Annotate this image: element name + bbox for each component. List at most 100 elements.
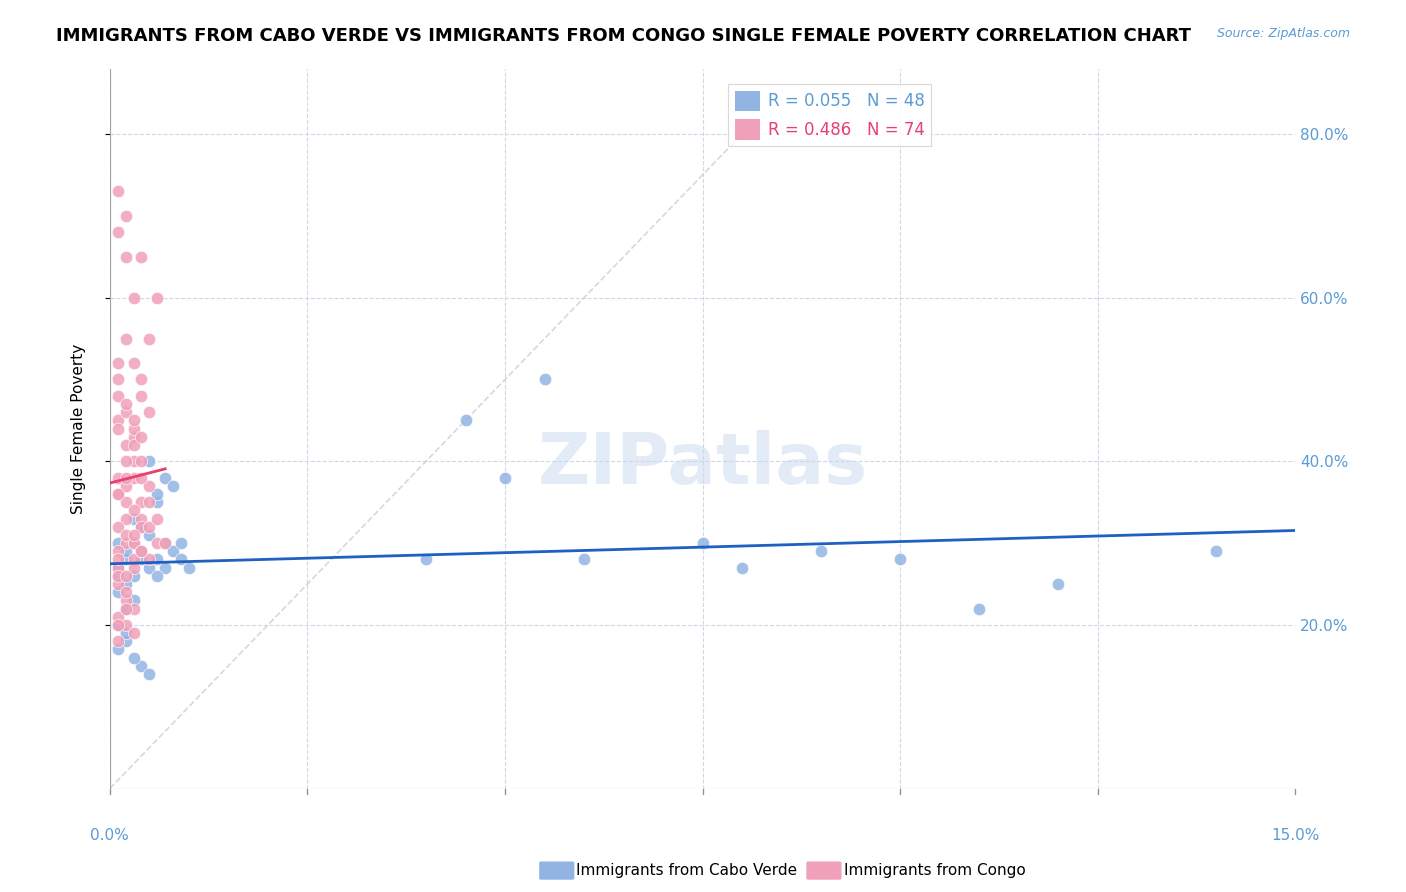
Point [114, 479, 136, 493]
Point [114, 470, 136, 484]
Point [122, 536, 145, 550]
Point [122, 626, 145, 640]
Point [107, 618, 129, 632]
Point [131, 372, 153, 386]
Point [138, 667, 160, 681]
Point [107, 642, 129, 657]
Point [138, 454, 160, 468]
Point [162, 544, 184, 558]
Point [107, 552, 129, 566]
Point [107, 487, 129, 501]
Text: 0.0%: 0.0% [90, 828, 129, 843]
Point [107, 413, 129, 427]
Point [114, 577, 136, 591]
Point [131, 519, 153, 533]
Point [114, 552, 136, 566]
Point [1047, 577, 1070, 591]
Point [131, 544, 153, 558]
Point [122, 528, 145, 542]
Point [122, 569, 145, 583]
Point [107, 609, 129, 624]
Point [114, 634, 136, 648]
Point [138, 495, 160, 509]
Point [114, 601, 136, 615]
Text: ZIPatlas: ZIPatlas [537, 430, 868, 499]
Point [692, 536, 714, 550]
Point [138, 519, 160, 533]
Point [415, 552, 437, 566]
Point [146, 552, 169, 566]
Point [107, 618, 129, 632]
Text: Immigrants from Congo: Immigrants from Congo [844, 863, 1025, 878]
Point [114, 454, 136, 468]
Point [114, 397, 136, 411]
Point [114, 626, 136, 640]
Point [138, 552, 160, 566]
Text: Immigrants from Cabo Verde: Immigrants from Cabo Verde [576, 863, 797, 878]
Point [114, 495, 136, 509]
Point [107, 389, 129, 403]
Point [107, 577, 129, 591]
Point [122, 438, 145, 452]
Point [107, 356, 129, 370]
Point [170, 552, 193, 566]
Point [494, 470, 516, 484]
Point [131, 454, 153, 468]
Point [107, 544, 129, 558]
Text: 15.0%: 15.0% [1271, 828, 1320, 843]
Legend: R = 0.055   N = 48, R = 0.486   N = 74: R = 0.055 N = 48, R = 0.486 N = 74 [728, 84, 931, 146]
Point [107, 372, 129, 386]
Point [122, 413, 145, 427]
Point [153, 560, 176, 574]
Point [131, 519, 153, 533]
Point [122, 454, 145, 468]
Point [122, 356, 145, 370]
Point [122, 421, 145, 435]
Point [114, 332, 136, 346]
Point [122, 552, 145, 566]
Point [153, 536, 176, 550]
Point [122, 601, 145, 615]
Point [107, 421, 129, 435]
Point [122, 503, 145, 517]
Point [162, 479, 184, 493]
Point [131, 658, 153, 673]
Point [138, 405, 160, 419]
Point [131, 470, 153, 484]
Point [107, 585, 129, 599]
Point [107, 560, 129, 574]
Point [107, 536, 129, 550]
Point [969, 601, 991, 615]
Point [131, 389, 153, 403]
Point [731, 560, 754, 574]
Point [153, 536, 176, 550]
Point [131, 552, 153, 566]
Point [138, 560, 160, 574]
Point [114, 536, 136, 550]
Point [170, 536, 193, 550]
Point [114, 544, 136, 558]
Point [572, 552, 595, 566]
Point [114, 528, 136, 542]
Point [114, 569, 136, 583]
Point [138, 528, 160, 542]
Point [122, 430, 145, 444]
Point [146, 569, 169, 583]
Point [114, 593, 136, 607]
Point [107, 569, 129, 583]
Point [146, 536, 169, 550]
Point [810, 544, 832, 558]
Point [107, 560, 129, 574]
Point [131, 430, 153, 444]
Point [533, 372, 555, 386]
Point [122, 650, 145, 665]
Point [114, 618, 136, 632]
Point [138, 479, 160, 493]
Point [131, 495, 153, 509]
Point [114, 511, 136, 525]
Point [177, 560, 200, 574]
Point [146, 511, 169, 525]
Point [114, 585, 136, 599]
Point [122, 511, 145, 525]
Point [107, 519, 129, 533]
